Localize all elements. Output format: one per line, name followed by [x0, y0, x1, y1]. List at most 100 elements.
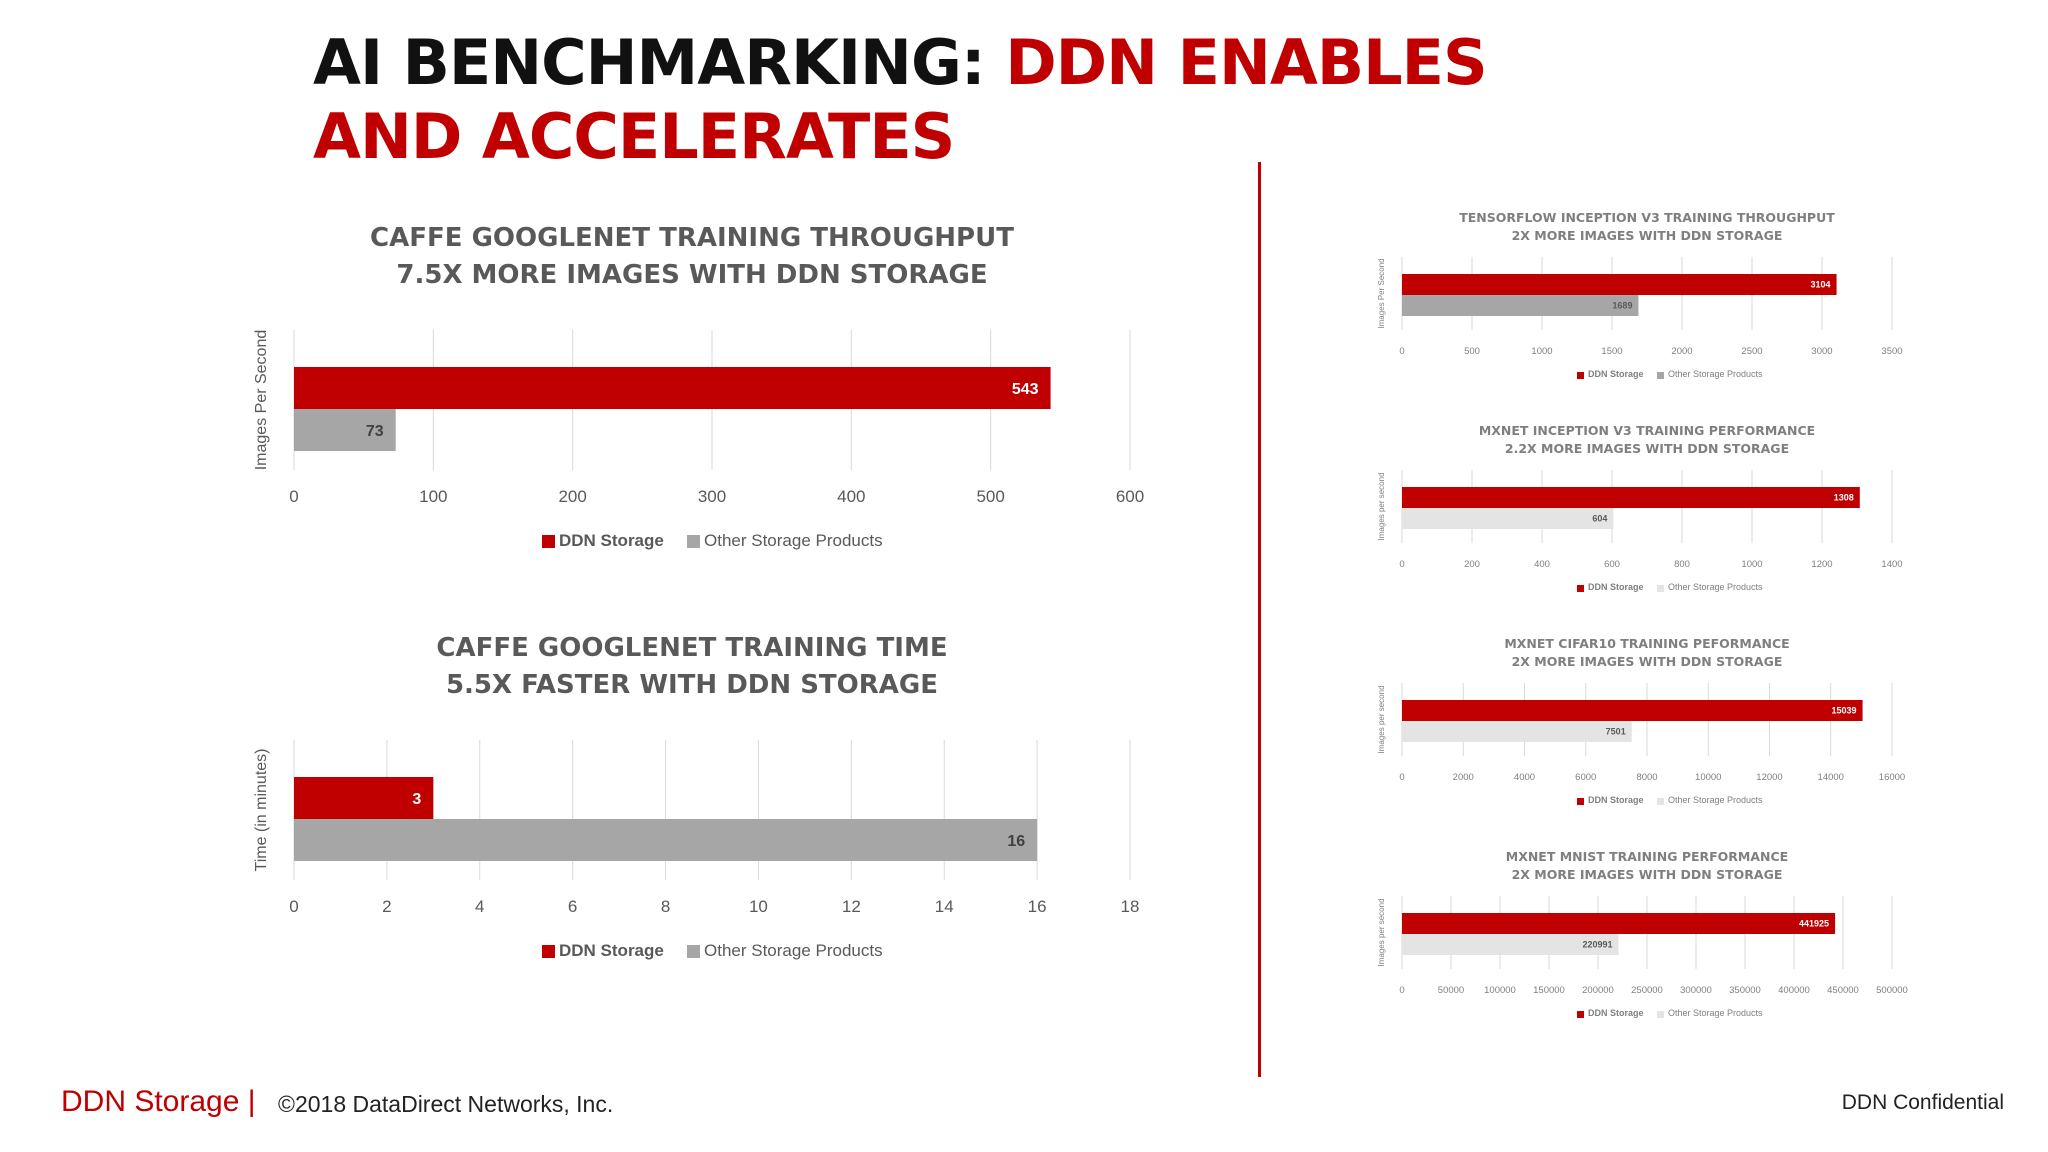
x-tick-label: 16 — [1028, 897, 1047, 916]
bar-other-storage — [1402, 721, 1632, 742]
y-axis-label: Images per second — [1377, 472, 1386, 540]
x-tick-label: 350000 — [1729, 985, 1761, 996]
chart-title-line: MXNET CIFAR10 TRAINING PEFORMANCE — [1504, 636, 1789, 651]
x-tick-label: 400 — [1534, 559, 1550, 570]
legend-swatch — [687, 535, 700, 548]
x-tick-label: 4000 — [1514, 772, 1535, 783]
legend-other-storage: Other Storage Products — [1668, 1008, 1763, 1018]
x-tick-label: 200 — [1464, 559, 1480, 570]
x-tick-label: 0 — [289, 487, 298, 506]
x-tick-label: 1000 — [1531, 346, 1552, 357]
caffe-throughput-chart: CAFFE GOOGLENET TRAINING THROUGHPUT 7.5X … — [253, 223, 1144, 550]
slide-title: AI BENCHMARKING: DDN ENABLES AND ACCELER… — [313, 26, 1613, 174]
x-tick-label: 2000 — [1671, 346, 1692, 357]
x-tick-label: 16000 — [1879, 772, 1905, 783]
legend-other-storage: Other Storage Products — [1668, 369, 1763, 379]
bar-ddn-storage — [1402, 913, 1836, 934]
footer-confidential: DDN Confidential — [1841, 1091, 2004, 1114]
chart-title-line: 5.5X FASTER WITH DDN STORAGE — [446, 670, 938, 700]
x-tick-label: 250000 — [1631, 985, 1663, 996]
bar-value-label: 543 — [1012, 381, 1039, 398]
chart-title-line: MXNET MNIST TRAINING PERFORMANCE — [1506, 849, 1788, 864]
x-tick-label: 0 — [289, 897, 298, 916]
bar-other-storage — [294, 409, 396, 451]
bar-value-label: 7501 — [1606, 727, 1626, 737]
x-tick-label: 200000 — [1582, 985, 1614, 996]
vertical-divider — [1258, 162, 1261, 1077]
x-tick-label: 3000 — [1811, 346, 1832, 357]
legend-other-storage: Other Storage Products — [1668, 795, 1763, 805]
x-tick-label: 400 — [837, 487, 865, 506]
x-tick-label: 10000 — [1695, 772, 1721, 783]
x-tick-label: 14000 — [1818, 772, 1844, 783]
chart-title-line: 7.5X MORE IMAGES WITH DDN STORAGE — [396, 260, 987, 290]
legend-swatch — [542, 535, 555, 548]
legend-swatch — [1657, 798, 1664, 805]
x-tick-label: 2 — [382, 897, 391, 916]
x-tick-label: 6 — [568, 897, 577, 916]
x-tick-label: 150000 — [1533, 985, 1565, 996]
legend-swatch — [542, 945, 555, 958]
x-tick-label: 1200 — [1811, 559, 1832, 570]
x-tick-label: 500000 — [1876, 985, 1908, 996]
legend-ddn-storage: DDN Storage — [559, 531, 664, 550]
x-tick-label: 600 — [1116, 487, 1144, 506]
chart-title-line: 2X MORE IMAGES WITH DDN STORAGE — [1512, 654, 1783, 669]
bar-other-storage — [1402, 295, 1639, 316]
y-axis-label: Images per second — [1377, 898, 1386, 966]
bar-ddn-storage — [294, 367, 1051, 409]
bar-value-label: 16 — [1007, 833, 1025, 850]
legend-swatch — [1577, 1011, 1584, 1018]
chart-title-line: CAFFE GOOGLENET TRAINING TIME — [436, 633, 947, 663]
x-tick-label: 50000 — [1438, 985, 1464, 996]
chart-title-line: 2.2X MORE IMAGES WITH DDN STORAGE — [1505, 441, 1789, 456]
x-tick-label: 1500 — [1601, 346, 1622, 357]
bar-value-label: 220991 — [1583, 940, 1613, 950]
x-tick-label: 10 — [749, 897, 768, 916]
footer-brand: DDN Storage | — [61, 1085, 256, 1119]
footer-separator: | — [247, 1085, 256, 1118]
x-tick-label: 8 — [661, 897, 670, 916]
chart-title-line: TENSORFLOW INCEPTION V3 TRAINING THROUGH… — [1459, 210, 1835, 225]
slide-title-black: AI BENCHMARKING: — [313, 26, 1006, 99]
legend-swatch — [687, 945, 700, 958]
mxnet-inception-chart: MXNET INCEPTION V3 TRAINING PERFORMANCE 2… — [1377, 423, 1903, 592]
legend-swatch — [1657, 1011, 1664, 1018]
bar-value-label: 73 — [366, 423, 384, 440]
x-tick-label: 2500 — [1741, 346, 1762, 357]
legend-ddn-storage: DDN Storage — [1588, 369, 1644, 379]
x-tick-label: 2000 — [1453, 772, 1474, 783]
legend-other-storage: Other Storage Products — [704, 531, 883, 550]
x-tick-label: 12 — [842, 897, 861, 916]
footer-brand-text: DDN Storage — [61, 1085, 240, 1118]
chart-title-line: MXNET INCEPTION V3 TRAINING PERFORMANCE — [1479, 423, 1815, 438]
x-tick-label: 500 — [1464, 346, 1480, 357]
x-tick-label: 0 — [1399, 985, 1404, 996]
x-tick-label: 0 — [1399, 772, 1404, 783]
chart-title-line: CAFFE GOOGLENET TRAINING THROUGHPUT — [370, 223, 1014, 253]
mxnet-mnist-chart: MXNET MNIST TRAINING PERFORMANCE 2X MORE … — [1377, 849, 1908, 1018]
bar-value-label: 3104 — [1811, 280, 1831, 290]
legend-other-storage: Other Storage Products — [704, 941, 883, 960]
x-tick-label: 300 — [698, 487, 726, 506]
x-tick-label: 200 — [558, 487, 586, 506]
bar-ddn-storage — [1402, 700, 1863, 721]
legend-swatch — [1657, 585, 1664, 592]
tensorflow-inception-chart: TENSORFLOW INCEPTION V3 TRAINING THROUGH… — [1377, 210, 1903, 379]
bar-value-label: 15039 — [1832, 706, 1857, 716]
legend-swatch — [1577, 798, 1584, 805]
x-tick-label: 400000 — [1778, 985, 1810, 996]
x-tick-label: 3500 — [1881, 346, 1902, 357]
y-axis-label: Images Per Second — [253, 330, 270, 471]
x-tick-label: 0 — [1399, 346, 1404, 357]
x-tick-label: 300000 — [1680, 985, 1712, 996]
x-tick-label: 800 — [1674, 559, 1690, 570]
x-tick-label: 1400 — [1881, 559, 1902, 570]
x-tick-label: 500 — [976, 487, 1004, 506]
x-tick-label: 14 — [935, 897, 954, 916]
bar-value-label: 604 — [1592, 514, 1607, 524]
bar-other-storage — [294, 819, 1038, 861]
legend-swatch — [1577, 372, 1584, 379]
slide-title-red: DDN ENABLES AND ACCELERATES — [313, 26, 1488, 173]
x-tick-label: 6000 — [1575, 772, 1596, 783]
